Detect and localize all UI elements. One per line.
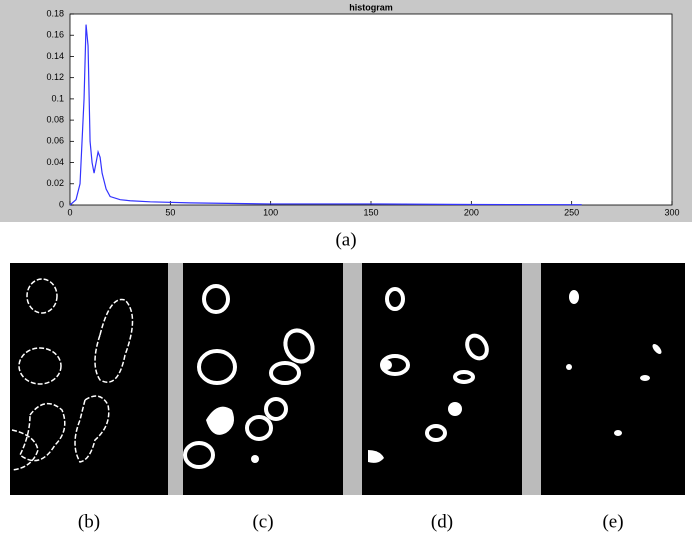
image-panel — [362, 263, 522, 495]
x-tick-label: 200 — [464, 207, 479, 217]
y-tick-label: 0.16 — [46, 30, 64, 40]
image-panel — [541, 263, 685, 495]
y-tick-label: 0 — [59, 199, 64, 209]
y-tick-label: 0.02 — [46, 178, 64, 188]
caption: (a) — [335, 229, 356, 250]
caption: (b) — [78, 511, 100, 532]
x-tick-label: 100 — [263, 207, 278, 217]
x-tick-label: 300 — [664, 207, 679, 217]
y-tick-label: 0.12 — [46, 72, 64, 82]
separator — [343, 263, 362, 495]
y-tick-label: 0.14 — [46, 51, 64, 61]
x-tick-label: 150 — [363, 207, 378, 217]
x-tick-label: 0 — [67, 207, 72, 217]
figure: histogram (a) — [0, 0, 692, 545]
chart-title: histogram — [349, 2, 393, 12]
y-tick-label: 0.04 — [46, 157, 64, 167]
image-panel — [183, 263, 343, 495]
image-panel — [10, 263, 168, 495]
caption: (c) — [252, 511, 273, 532]
chart: histogram (a) — [0, 0, 692, 545]
y-tick-label: 0.18 — [46, 8, 64, 18]
separator — [168, 263, 183, 495]
separator — [522, 263, 541, 495]
y-tick-label: 0.08 — [46, 114, 64, 124]
x-tick-label: 250 — [564, 207, 579, 217]
y-tick-label: 0.1 — [51, 93, 64, 103]
caption: (e) — [602, 511, 623, 532]
y-tick-label: 0.06 — [46, 136, 64, 146]
plot-area — [70, 14, 672, 205]
caption: (d) — [431, 511, 453, 532]
x-tick-label: 50 — [165, 207, 175, 217]
